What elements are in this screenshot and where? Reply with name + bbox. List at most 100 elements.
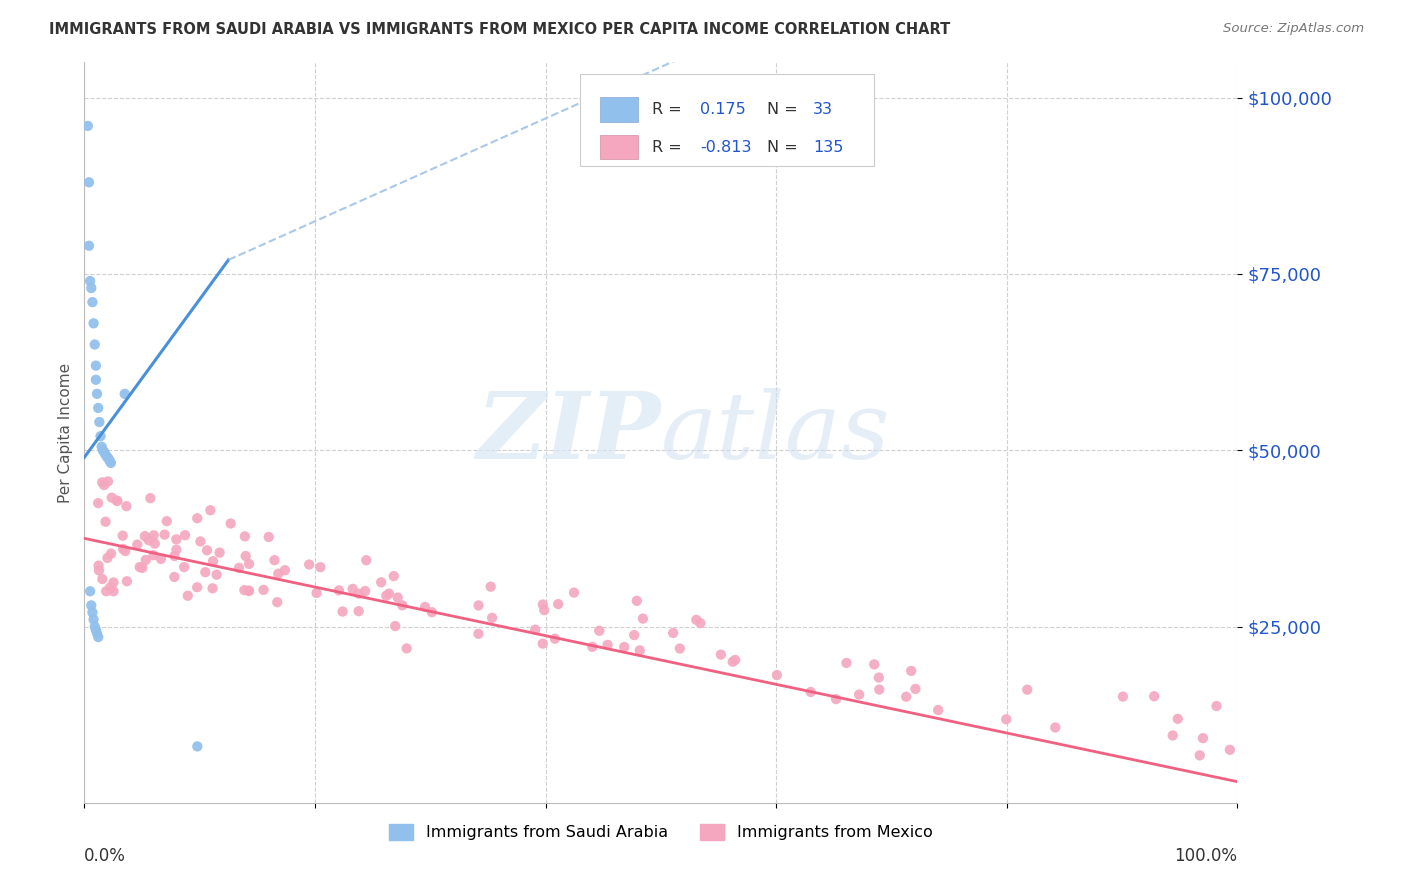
- Point: [165, 533, 187, 547]
- Point: [79, 584, 101, 599]
- Text: 0.175: 0.175: [700, 102, 745, 117]
- Point: [848, 688, 870, 702]
- Point: [631, 612, 654, 626]
- Point: [342, 582, 364, 596]
- Point: [77, 175, 100, 189]
- Point: [481, 611, 503, 625]
- Point: [87, 496, 110, 510]
- Point: [375, 589, 398, 603]
- Point: [382, 569, 405, 583]
- Point: [219, 516, 242, 531]
- Point: [238, 557, 260, 571]
- Point: [98, 581, 121, 595]
- Point: [100, 547, 122, 561]
- Text: 33: 33: [813, 102, 832, 117]
- Point: [420, 605, 443, 619]
- Point: [139, 491, 162, 506]
- Point: [544, 632, 567, 646]
- Point: [533, 603, 555, 617]
- Point: [82, 295, 104, 310]
- Point: [134, 529, 156, 543]
- Point: [87, 401, 110, 415]
- Point: [724, 653, 747, 667]
- Point: [173, 560, 195, 574]
- Point: [76, 119, 98, 133]
- Text: 0.0%: 0.0%: [84, 847, 127, 865]
- Point: [205, 567, 228, 582]
- Point: [135, 553, 157, 567]
- Point: [1205, 699, 1227, 714]
- Text: ZIP: ZIP: [477, 388, 661, 477]
- Point: [87, 558, 110, 573]
- Point: [395, 641, 418, 656]
- Point: [628, 643, 651, 657]
- Point: [195, 543, 218, 558]
- Text: R =: R =: [651, 102, 686, 117]
- Point: [800, 685, 823, 699]
- FancyBboxPatch shape: [581, 73, 875, 166]
- Point: [309, 560, 332, 574]
- Point: [710, 648, 733, 662]
- Point: [613, 640, 636, 654]
- Text: N =: N =: [766, 102, 803, 117]
- Point: [80, 599, 103, 613]
- Point: [581, 640, 603, 654]
- Point: [153, 527, 176, 541]
- Point: [84, 623, 107, 637]
- Text: 135: 135: [813, 139, 844, 154]
- Point: [766, 668, 789, 682]
- Point: [623, 628, 645, 642]
- Point: [111, 529, 134, 543]
- Point: [1188, 748, 1211, 763]
- Point: [263, 553, 285, 567]
- Point: [238, 583, 260, 598]
- Point: [127, 538, 149, 552]
- Point: [927, 703, 949, 717]
- Point: [194, 565, 217, 579]
- Point: [131, 561, 153, 575]
- Point: [103, 575, 125, 590]
- Point: [83, 619, 105, 633]
- Point: [90, 440, 112, 454]
- Point: [96, 550, 118, 565]
- Point: [100, 491, 122, 505]
- Point: [174, 528, 197, 542]
- Point: [356, 553, 378, 567]
- Point: [863, 657, 886, 672]
- Point: [467, 599, 489, 613]
- Point: [467, 627, 489, 641]
- FancyBboxPatch shape: [600, 135, 638, 160]
- Point: [87, 630, 110, 644]
- Point: [98, 454, 121, 468]
- Point: [1161, 728, 1184, 742]
- Point: [96, 450, 118, 465]
- Point: [80, 281, 103, 295]
- Point: [186, 511, 208, 525]
- Point: [588, 624, 610, 638]
- Point: [91, 443, 114, 458]
- Point: [89, 415, 111, 429]
- Point: [238, 583, 260, 598]
- Point: [79, 274, 101, 288]
- Point: [235, 549, 257, 563]
- Point: [96, 584, 118, 599]
- Point: [143, 536, 166, 550]
- Point: [208, 546, 231, 560]
- Point: [94, 515, 117, 529]
- Point: [391, 599, 413, 613]
- Point: [87, 564, 110, 578]
- Point: [387, 591, 409, 605]
- Point: [149, 552, 172, 566]
- Point: [305, 586, 328, 600]
- Text: atlas: atlas: [661, 388, 890, 477]
- Point: [163, 549, 186, 563]
- Point: [91, 475, 114, 490]
- Point: [115, 499, 138, 513]
- Text: Source: ZipAtlas.com: Source: ZipAtlas.com: [1223, 22, 1364, 36]
- Y-axis label: Per Capita Income: Per Capita Income: [58, 362, 73, 503]
- Point: [105, 494, 128, 508]
- Point: [347, 604, 370, 618]
- Point: [596, 638, 619, 652]
- Point: [868, 671, 890, 685]
- Point: [868, 682, 890, 697]
